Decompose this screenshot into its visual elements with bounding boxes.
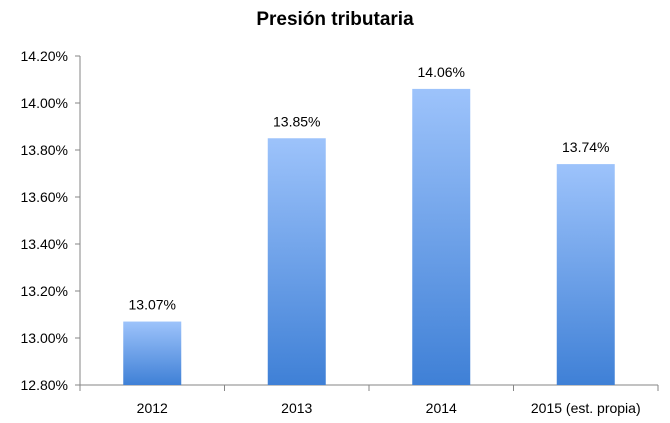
x-tick-label: 2014 [426,400,457,416]
x-tick-label: 2015 (est. propia) [531,400,641,416]
x-tick-label: 2012 [137,400,168,416]
y-tick-label: 13.80% [21,142,68,158]
y-tick-label: 13.40% [21,236,68,252]
bar-2014 [412,88,471,386]
x-tick-label: 2013 [281,400,312,416]
x-axis: 2012 2013 2014 2015 (est. propia) [79,384,659,416]
bars [123,88,615,386]
bar-2013 [267,138,326,385]
data-label: 13.85% [273,113,320,129]
chart-title: Presión tributaria [256,9,414,30]
data-label: 14.06% [418,64,465,80]
y-tick-label: 13.60% [21,189,68,205]
y-tick-label: 12.80% [21,377,68,393]
y-tick-label: 14.20% [21,48,68,64]
data-label: 13.07% [129,297,176,313]
y-tick-label: 13.20% [21,283,68,299]
y-tick-label: 14.00% [21,95,68,111]
y-axis: 12.80% 13.00% 13.20% 13.40% 13.60% 13.80% 14.0… [21,48,81,393]
bar-2012 [123,321,182,385]
y-tick-label: 13.00% [21,330,68,346]
bar-2015 [556,164,615,385]
data-labels: 13.07% 13.85% 14.06% 13.74% [129,64,610,313]
data-label: 13.74% [562,139,609,155]
